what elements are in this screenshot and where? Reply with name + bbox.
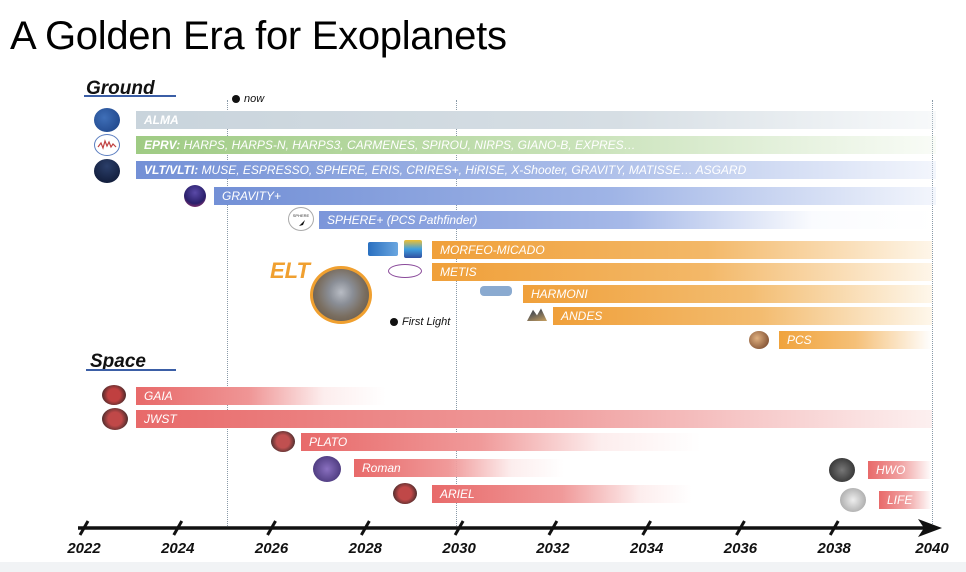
bar-eprv: EPRV: HARPS, HARPS-N, HARPS3, CARMENES, … — [136, 136, 936, 154]
roman-logo-icon — [313, 456, 341, 482]
harmoni-logo-icon — [480, 286, 512, 296]
gaia-logo-icon — [102, 385, 126, 405]
bar-harmoni-label: HARMONI — [531, 287, 588, 301]
bar-jwst-label: JWST — [144, 412, 177, 426]
bar-ariel-label: ARIEL — [440, 487, 475, 501]
bar-eprv-label-bold: EPRV: — [144, 138, 180, 152]
bar-alma: ALMA — [136, 111, 936, 129]
bar-life-label: LIFE — [887, 493, 912, 507]
bar-gravity-plus: GRAVITY+ — [214, 187, 936, 205]
bar-life: LIFE — [879, 491, 932, 509]
svg-text:SPHERE: SPHERE — [293, 213, 310, 218]
metis-logo-icon — [388, 264, 422, 278]
axis-tick-label: 2034 — [630, 540, 663, 557]
axis-tick-label: 2026 — [255, 540, 288, 557]
axis-tick-label: 2022 — [67, 540, 100, 557]
axis-tick-label: 2036 — [724, 540, 757, 557]
axis-tick-label: 2028 — [349, 540, 382, 557]
bar-vlt: VLT/VLTI: MUSE, ESPRESSO, SPHERE, ERIS, … — [136, 161, 936, 179]
bar-jwst: JWST — [136, 410, 932, 428]
life-logo-icon — [840, 488, 866, 512]
sphere-plus-logo-icon: SPHERE — [288, 207, 314, 231]
bar-plato-label: PLATO — [309, 435, 347, 449]
bar-harmoni: HARMONI — [523, 285, 932, 303]
bar-gaia-label: GAIA — [144, 389, 173, 403]
bar-vlt-label: MUSE, ESPRESSO, SPHERE, ERIS, CRIRES+, H… — [198, 163, 746, 177]
bar-andes-label: ANDES — [561, 309, 602, 323]
morfeo-logo-icon — [368, 242, 398, 256]
axis-tick-label: 2032 — [536, 540, 569, 557]
bar-hwo-label: HWO — [876, 463, 905, 477]
plato-logo-icon — [271, 431, 295, 452]
section-space-underline — [86, 369, 176, 371]
bar-morfeo-micado-label: MORFEO-MICADO — [440, 243, 545, 257]
bar-eprv-label: HARPS, HARPS-N, HARPS3, CARMENES, SPIROU… — [180, 138, 635, 152]
bar-gaia: GAIA — [136, 387, 386, 405]
bar-sphere-plus: SPHERE+ (PCS Pathfinder) — [319, 211, 936, 229]
footer-strip — [0, 562, 966, 572]
bar-metis-label: METIS — [440, 265, 477, 279]
pcs-logo-icon — [749, 331, 769, 349]
now-marker: now — [232, 93, 264, 105]
bar-pcs: PCS — [779, 331, 932, 349]
axis-tick-label: 2040 — [915, 540, 948, 557]
bar-plato: PLATO — [301, 433, 701, 451]
bar-andes: ANDES — [553, 307, 932, 325]
bar-pcs-label: PCS — [787, 333, 812, 347]
bar-hwo: HWO — [868, 461, 932, 479]
bar-sphere-plus-label: SPHERE+ (PCS Pathfinder) — [327, 213, 477, 227]
elt-label: ELT — [270, 258, 310, 284]
first-light-marker: First Light — [390, 316, 450, 328]
alma-logo-icon — [94, 108, 120, 132]
ariel-logo-icon — [393, 483, 417, 504]
eprv-logo-icon — [94, 134, 120, 156]
gravity-plus-logo-icon — [184, 185, 206, 207]
hwo-logo-icon — [829, 458, 855, 482]
bar-vlt-label-bold: VLT/VLTI: — [144, 163, 198, 177]
bar-roman: Roman — [354, 459, 564, 477]
first-light-dot — [390, 318, 398, 326]
first-light-label: First Light — [402, 316, 450, 328]
axis-tick-label: 2030 — [442, 540, 475, 557]
bar-morfeo-micado: MORFEO-MICADO — [432, 241, 932, 259]
now-dot — [232, 95, 240, 103]
bar-ariel: ARIEL — [432, 485, 692, 503]
bar-alma-label: ALMA — [144, 113, 179, 127]
bar-roman-label: Roman — [362, 461, 401, 475]
jwst-logo-icon — [102, 408, 128, 430]
axis-tick-label: 2038 — [818, 540, 851, 557]
section-ground-underline — [84, 95, 176, 97]
elt-telescope-icon — [310, 266, 372, 324]
now-label: now — [244, 93, 264, 105]
andes-logo-icon — [527, 307, 547, 321]
micado-logo-icon — [404, 240, 422, 258]
bar-metis: METIS — [432, 263, 932, 281]
axis-tick-label: 2024 — [161, 540, 194, 557]
page-title: A Golden Era for Exoplanets — [10, 14, 507, 59]
bar-gravity-plus-label: GRAVITY+ — [222, 189, 281, 203]
vlt-logo-icon — [94, 159, 120, 183]
